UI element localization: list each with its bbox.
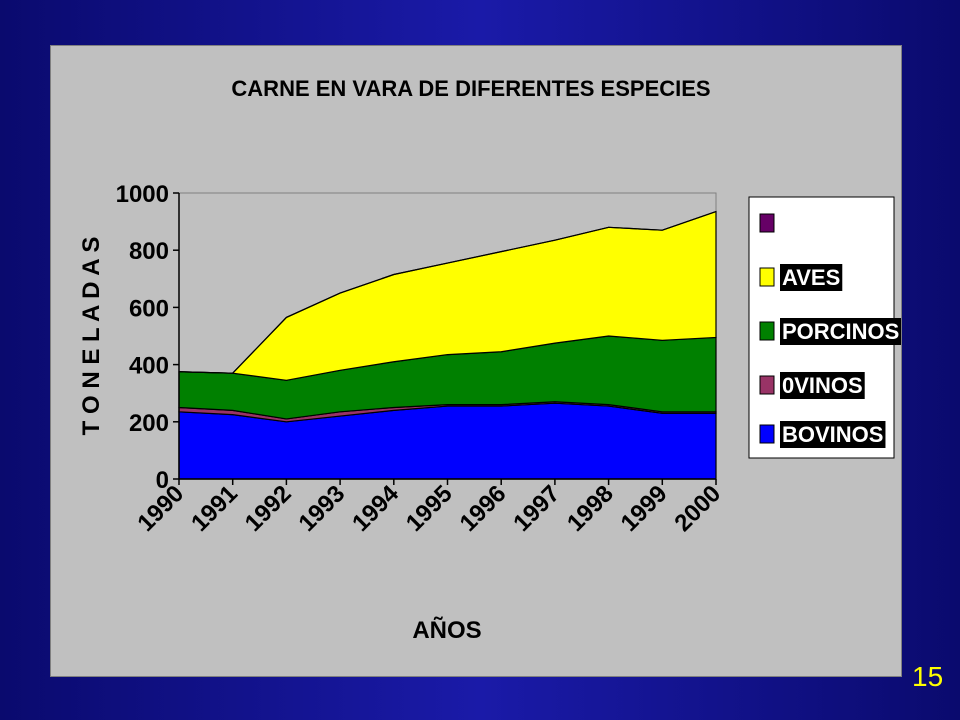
x-tick-label: 1991 bbox=[186, 480, 243, 537]
y-axis-title: T O N E L A D A S bbox=[78, 237, 105, 436]
legend-swatch bbox=[759, 375, 775, 395]
x-tick-label: 1993 bbox=[293, 480, 350, 537]
x-tick-label: 1996 bbox=[455, 480, 512, 537]
legend: AVES PORCINOS 0VINOS BOVINOS bbox=[748, 196, 901, 459]
legend-swatch bbox=[759, 321, 775, 341]
legend-label: 0VINOS bbox=[782, 373, 863, 398]
x-tick-label: 2000 bbox=[669, 480, 726, 537]
y-tick-label: 200 bbox=[129, 410, 169, 437]
chart-title: CARNE EN VARA DE DIFERENTES ESPECIES bbox=[231, 76, 710, 101]
page-number: 15 bbox=[912, 661, 944, 692]
legend-label-bg bbox=[780, 372, 865, 399]
x-axis-title: AÑOS bbox=[412, 616, 481, 644]
x-tick-label: 1990 bbox=[132, 480, 189, 537]
x-tick-label: 1998 bbox=[562, 480, 619, 537]
y-tick-label: 1000 bbox=[116, 181, 169, 208]
legend-swatch bbox=[759, 267, 775, 287]
slide-panel: CARNE EN VARA DE DIFERENTES ESPECIES 0 20… bbox=[50, 45, 902, 677]
legend-label: AVES bbox=[782, 265, 840, 290]
legend-swatch bbox=[759, 424, 775, 444]
x-tick-label: 1999 bbox=[616, 480, 673, 537]
x-tick-label: 1997 bbox=[508, 480, 565, 537]
y-tick-label: 0 bbox=[156, 467, 169, 494]
y-tick-label: 800 bbox=[129, 238, 169, 265]
x-tick-label: 1995 bbox=[401, 480, 458, 537]
legend-label: BOVINOS bbox=[782, 422, 883, 447]
legend-label-bg bbox=[780, 318, 901, 345]
legend-label: PORCINOS bbox=[782, 319, 899, 344]
plot-area: 0200400600800100019901991199219931994199… bbox=[116, 181, 727, 537]
x-tick-label: 1992 bbox=[240, 480, 297, 537]
y-tick-label: 400 bbox=[129, 353, 169, 380]
chart: CARNE EN VARA DE DIFERENTES ESPECIES 0 20… bbox=[78, 76, 901, 644]
legend-label-bg bbox=[780, 421, 886, 448]
area-series-unnamed bbox=[178, 211, 717, 374]
y-tick-label: 600 bbox=[129, 295, 169, 322]
legend-label-bg bbox=[780, 264, 843, 291]
legend-swatch bbox=[759, 213, 775, 233]
x-tick-label: 1994 bbox=[347, 480, 404, 537]
